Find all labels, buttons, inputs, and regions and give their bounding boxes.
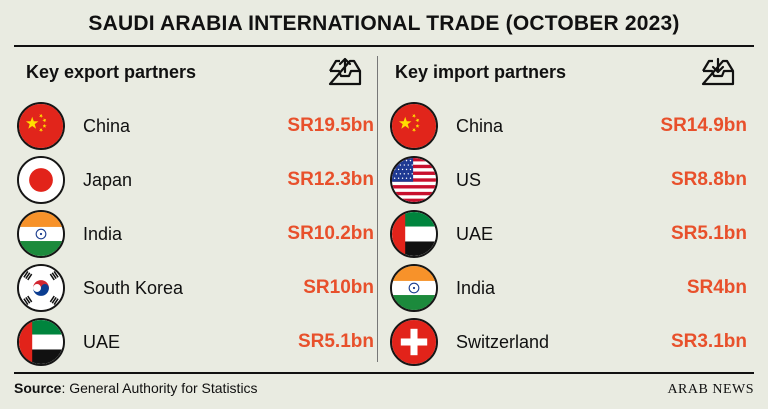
trade-value: SR5.1bn [670, 223, 747, 244]
import-partner-row: China SR14.9bn [387, 99, 749, 153]
china-flag-icon [390, 102, 438, 150]
country-name: South Korea [83, 277, 184, 298]
trade-value: SR14.9bn [660, 115, 747, 136]
export-partner-row: South Korea SR10bn [14, 261, 376, 315]
export-partners-column: Key export partners China SR19.5bn Japan SR… [14, 45, 376, 369]
import-partner-row: Switzerland SR3.1bn [387, 315, 749, 369]
country-name: Switzerland [456, 331, 550, 352]
tray-upload-icon [328, 57, 362, 86]
us-flag-icon [390, 156, 438, 204]
import-partner-row: US SR8.8bn [387, 153, 749, 207]
south-korea-flag-icon [17, 264, 65, 312]
uae-flag-icon [390, 210, 438, 258]
export-partners-heading: Key export partners [26, 61, 197, 82]
trade-value: SR19.5bn [287, 115, 374, 136]
export-partners-header: Key export partners [14, 45, 376, 99]
india-flag-icon [390, 264, 438, 312]
import-partners-header: Key import partners [387, 45, 749, 99]
trade-value: SR10bn [303, 277, 374, 298]
trade-value: SR8.8bn [670, 169, 747, 190]
brand-logo: ARAB NEWS [667, 382, 754, 397]
country-name: UAE [456, 223, 494, 244]
import-partner-row: India SR4bn [387, 261, 749, 315]
trade-value: SR5.1bn [297, 331, 374, 352]
trade-value: SR10.2bn [287, 223, 374, 244]
import-partner-row: UAE SR5.1bn [387, 207, 749, 261]
column-divider [377, 56, 378, 362]
india-flag-icon [17, 210, 65, 258]
export-partner-row: China SR19.5bn [14, 99, 376, 153]
trade-value: SR12.3bn [287, 169, 374, 190]
trade-value: SR4bn [686, 277, 747, 298]
infographic-title: SAUDI ARABIA INTERNATIONAL TRADE (OCTOBE… [88, 12, 680, 35]
tray-download-icon [701, 57, 735, 86]
country-name: China [456, 115, 504, 136]
trade-value: SR3.1bn [670, 331, 747, 352]
source-text: : General Authority for Statistics [61, 380, 258, 396]
import-partners-heading: Key import partners [395, 61, 567, 82]
country-name: India [83, 223, 123, 244]
china-flag-icon [17, 102, 65, 150]
uae-flag-icon [17, 318, 65, 366]
export-partner-row: India SR10.2bn [14, 207, 376, 261]
export-partner-row: UAE SR5.1bn [14, 315, 376, 369]
top-divider [14, 45, 754, 47]
country-name: Japan [83, 169, 133, 190]
country-name: India [456, 277, 496, 298]
country-name: UAE [83, 331, 121, 352]
bottom-divider [14, 372, 754, 374]
export-partner-row: Japan SR12.3bn [14, 153, 376, 207]
country-name: China [83, 115, 131, 136]
japan-flag-icon [17, 156, 65, 204]
source-note: Source: General Authority for Statistics [14, 380, 258, 396]
import-partners-column: Key import partners China SR14.9bn US SR8.8… [387, 45, 749, 369]
country-name: US [456, 169, 482, 190]
source-label: Source [14, 380, 62, 396]
switzerland-flag-icon [390, 318, 438, 366]
